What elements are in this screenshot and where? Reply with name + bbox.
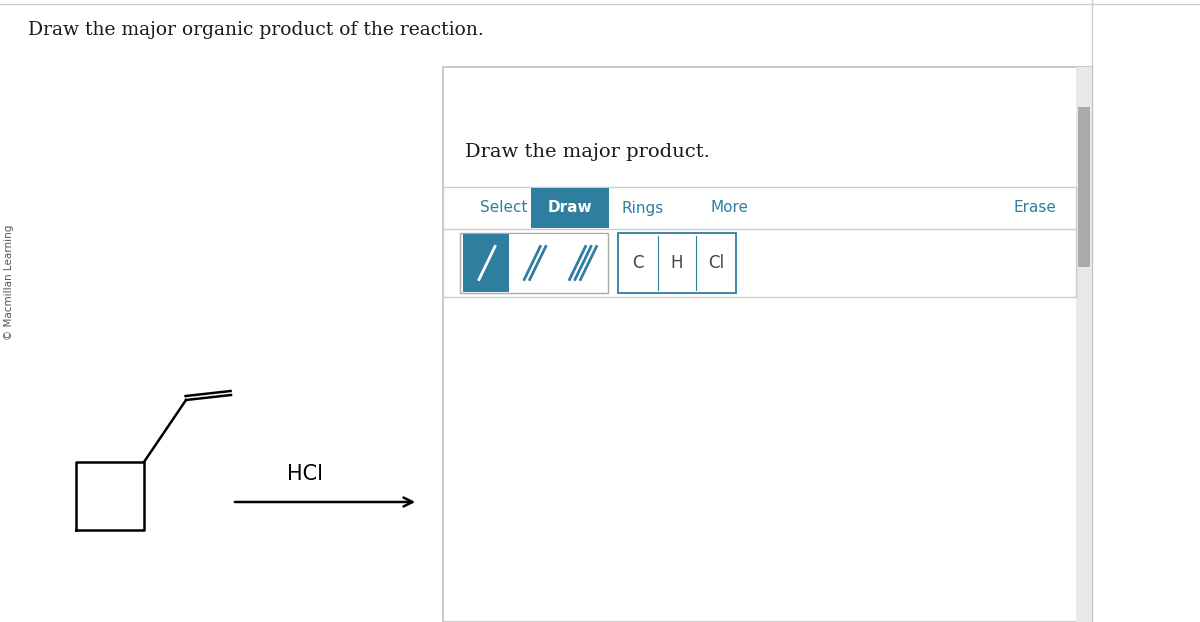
Bar (443, 187, 1076, 297)
Text: C: C (632, 254, 643, 272)
Text: H: H (671, 254, 683, 272)
Text: Draw: Draw (547, 200, 593, 215)
Text: Cl: Cl (708, 254, 724, 272)
Text: Draw the major organic product of the reaction.: Draw the major organic product of the re… (28, 21, 484, 39)
Text: Erase: Erase (1014, 200, 1056, 215)
Text: HCl: HCl (287, 464, 323, 484)
Text: Draw the major product.: Draw the major product. (466, 143, 710, 161)
Text: Select: Select (480, 200, 528, 215)
Bar (511, 234, 557, 292)
Bar (443, 67, 1092, 622)
Text: © Macmillan Learning: © Macmillan Learning (4, 225, 14, 340)
Bar (1076, 67, 1092, 622)
Bar (530, 188, 610, 228)
Bar (559, 234, 605, 292)
Bar (463, 234, 509, 292)
Bar (618, 233, 736, 293)
Text: More: More (710, 200, 749, 215)
Bar (460, 233, 608, 293)
Text: Rings: Rings (622, 200, 664, 215)
Bar (1078, 107, 1090, 267)
